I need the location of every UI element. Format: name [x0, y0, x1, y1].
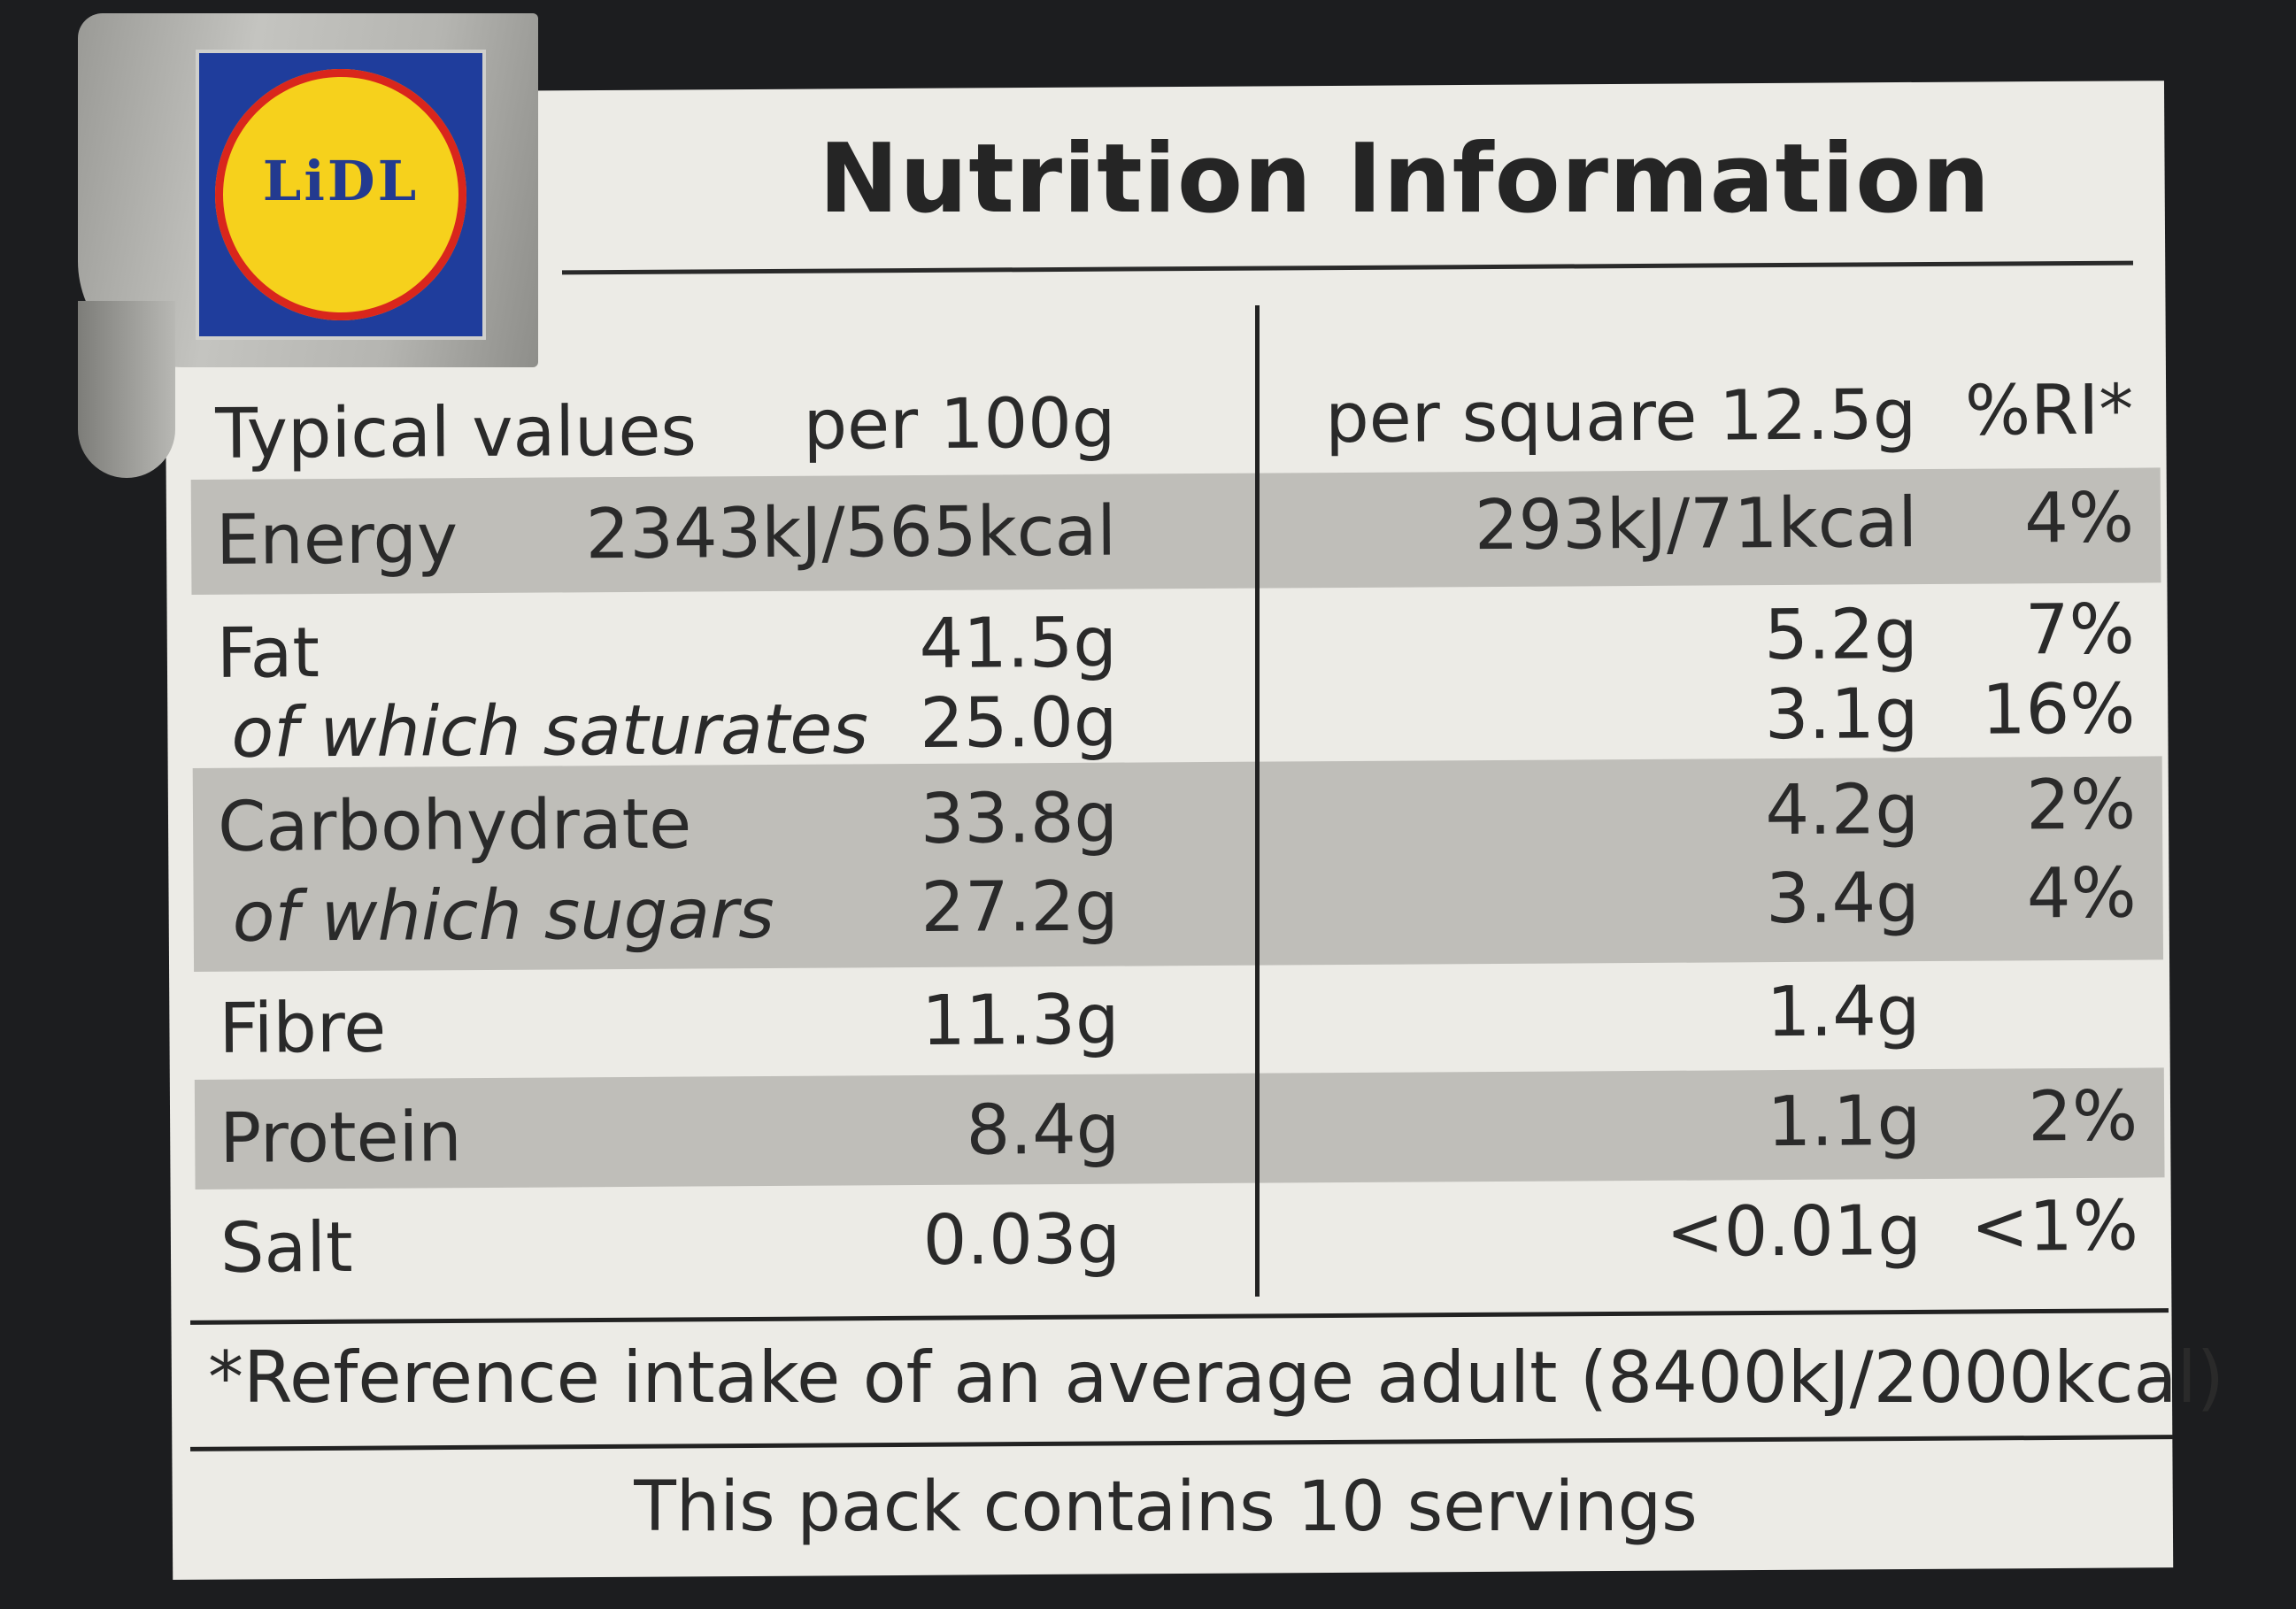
row-label: Energy [215, 499, 458, 581]
logo-ribbon-fold [78, 301, 175, 478]
table-row-protein: Protein 8.4g 1.1g 2% [194, 1067, 2165, 1189]
column-divider [1255, 305, 1260, 1297]
row-per-100g: 11.3g [921, 980, 1120, 1061]
row-per-100g: 0.03g [922, 1199, 1121, 1281]
row-per-100g: 2343kJ/565kcal [585, 491, 1117, 575]
row-per-100g: 8.4g [966, 1089, 1121, 1171]
row-ri: 2% [2028, 1076, 2138, 1158]
row-label-sub: of which saturates [231, 689, 869, 774]
header-typical-values: Typical values [215, 391, 697, 474]
row-per-serving: 3.1g [1764, 674, 1919, 756]
row-label: Fibre [219, 988, 387, 1069]
header-per-serving: per square 12.5g [1324, 375, 1917, 459]
row-label: Salt [220, 1207, 353, 1289]
row-label: Protein [219, 1097, 462, 1179]
row-per-100g: 27.2g [921, 866, 1119, 948]
row-ri: 4% [2026, 853, 2137, 935]
row-ri: 2% [2025, 765, 2137, 846]
row-per-serving: <0.01g [1666, 1191, 1922, 1273]
row-per-serving: 293kJ/71kcal [1474, 483, 1918, 566]
table-row-energy: Energy 2343kJ/565kcal 293kJ/71kcal 4% [190, 467, 2161, 595]
row-ri: 4% [2023, 478, 2135, 559]
page-title: Nutrition Information [819, 124, 1992, 235]
row-per-serving: 1.4g [1766, 972, 1921, 1053]
header-per-100g: per 100g [803, 383, 1116, 466]
row-label-sub: of which sugars [232, 874, 775, 958]
row-per-serving: 3.4g [1765, 858, 1920, 940]
table-group-carbohydrate: Carbohydrate 33.8g 4.2g 2% of which suga… [192, 756, 2164, 972]
row-per-serving: 1.1g [1767, 1082, 1922, 1163]
logo-ring [215, 69, 466, 320]
row-per-100g: 41.5g [919, 603, 1118, 684]
row-per-serving: 5.2g [1763, 595, 1919, 676]
table-row-salt: Salt 0.03g <0.01g <1% [196, 1177, 2166, 1299]
row-per-serving: 4.2g [1765, 770, 1920, 851]
logo-text: LiDL [262, 149, 420, 213]
row-per-100g: 25.0g [919, 682, 1118, 764]
servings-text: This pack contains 10 servings [634, 1467, 1698, 1547]
row-ri: <1% [1970, 1186, 2139, 1267]
table-group-fat: Fat 41.5g 5.2g 7% of which saturates 25.… [191, 582, 2161, 774]
row-ri: 7% [2024, 589, 2136, 671]
row-per-100g: 33.8g [920, 778, 1119, 859]
row-ri: 16% [1981, 669, 2136, 751]
nutrition-table: Typical values per 100g per square 12.5g… [190, 368, 2165, 1299]
row-label: Carbohydrate [217, 784, 692, 867]
brand-logo: LiDL [199, 53, 482, 336]
table-header-row: Typical values per 100g per square 12.5g… [190, 368, 2161, 480]
row-label: Fat [216, 613, 320, 694]
table-row-fibre: Fibre 11.3g 1.4g [194, 959, 2164, 1080]
reference-intake-footnote: *Reference intake of an average adult (8… [208, 1336, 2224, 1419]
header-ri: %RI* [1964, 370, 2134, 451]
